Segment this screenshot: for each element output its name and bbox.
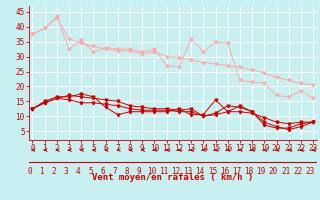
Text: 7: 7 [113, 167, 117, 176]
Text: 4: 4 [76, 167, 81, 176]
Text: 23: 23 [305, 167, 315, 176]
Text: 13: 13 [183, 167, 193, 176]
Text: 16: 16 [220, 167, 229, 176]
Text: 0: 0 [27, 167, 32, 176]
Text: 17: 17 [232, 167, 242, 176]
Text: 14: 14 [196, 167, 205, 176]
Text: 11: 11 [159, 167, 168, 176]
Text: 19: 19 [257, 167, 266, 176]
Text: 22: 22 [293, 167, 302, 176]
Text: 3: 3 [64, 167, 68, 176]
Text: 10: 10 [147, 167, 156, 176]
Text: 21: 21 [281, 167, 290, 176]
Text: 20: 20 [269, 167, 278, 176]
Text: 15: 15 [208, 167, 217, 176]
Text: Vent moyen/en rafales ( km/h ): Vent moyen/en rafales ( km/h ) [92, 173, 253, 182]
Text: 5: 5 [88, 167, 93, 176]
Text: 8: 8 [125, 167, 129, 176]
Text: 12: 12 [171, 167, 180, 176]
Text: 2: 2 [52, 167, 56, 176]
Text: 18: 18 [244, 167, 254, 176]
Text: 6: 6 [100, 167, 105, 176]
Text: 1: 1 [39, 167, 44, 176]
Text: 9: 9 [137, 167, 141, 176]
